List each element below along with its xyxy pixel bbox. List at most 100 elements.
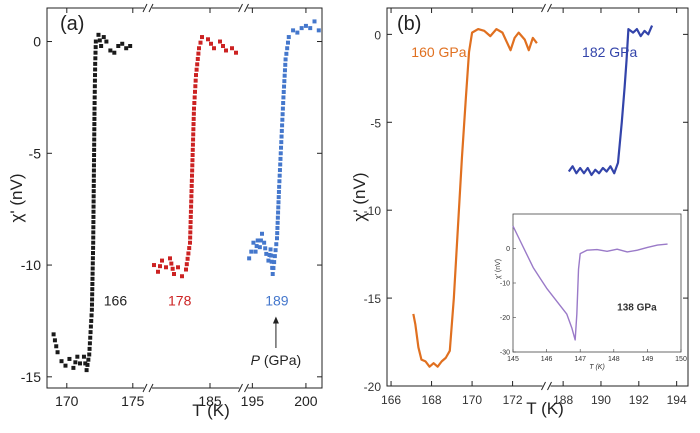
data-point-fill <box>90 281 95 286</box>
inset-y-label: χ' (nV) <box>495 259 502 279</box>
data-point-fill <box>97 38 102 43</box>
axis-break-mark <box>244 3 249 13</box>
data-point <box>303 23 308 28</box>
data-point <box>251 240 256 245</box>
inset-x-tick-label: 147 <box>574 356 586 363</box>
data-point-fill <box>92 78 97 83</box>
y-tick-label: 0 <box>33 34 41 50</box>
data-point-fill <box>91 189 96 194</box>
y-tick-label: -20 <box>364 380 382 394</box>
data-point-fill <box>192 101 197 105</box>
data-point-fill <box>190 163 195 168</box>
data-point-fill <box>90 251 95 256</box>
data-point-fill <box>196 51 201 56</box>
axis-break-mark <box>148 383 154 393</box>
x-tick-label: 194 <box>667 393 687 407</box>
data-point-fill <box>89 318 94 323</box>
data-point-fill <box>92 127 97 132</box>
data-point-fill <box>52 338 57 343</box>
data-point <box>257 245 262 250</box>
data-point <box>75 354 80 359</box>
data-point-fill <box>281 101 286 105</box>
data-point <box>316 28 321 33</box>
data-point-fill <box>189 194 194 199</box>
data-point <box>51 332 56 337</box>
data-point-fill <box>90 256 95 261</box>
data-point <box>101 35 106 40</box>
data-point-fill <box>191 132 196 137</box>
data-point <box>266 258 271 263</box>
axis-break-mark <box>547 3 552 13</box>
data-point-fill <box>90 276 95 281</box>
y-tick-label: -10 <box>364 204 382 218</box>
inset-x-tick-label: 146 <box>541 356 553 363</box>
data-point-fill <box>190 168 195 173</box>
data-point-fill <box>90 287 95 292</box>
data-point-fill <box>91 230 96 235</box>
pressure-label: P (GPa) <box>251 352 302 368</box>
data-point-fill <box>91 209 96 214</box>
data-point-fill <box>185 256 190 261</box>
data-point-fill <box>91 199 96 204</box>
data-point-fill <box>188 214 193 219</box>
x-tick-label: 185 <box>198 393 222 409</box>
data-point-fill <box>189 199 194 204</box>
data-point <box>63 363 68 368</box>
data-point-fill <box>278 162 283 167</box>
series-160-gpa <box>412 27 538 368</box>
data-point-fill <box>269 253 274 258</box>
data-point <box>200 35 204 40</box>
x-axis-label: T (K) <box>526 399 563 418</box>
data-point-fill <box>221 44 225 48</box>
data-point-fill <box>275 220 280 225</box>
data-point-fill <box>279 134 284 139</box>
data-point <box>272 254 277 259</box>
data-point-fill <box>277 179 282 184</box>
data-point-fill <box>188 225 193 230</box>
data-point-fill <box>91 220 96 225</box>
data-point-fill <box>283 62 288 67</box>
data-point-fill <box>188 209 193 214</box>
data-point-fill <box>91 214 96 219</box>
data-point <box>168 256 172 261</box>
data-point-fill <box>275 225 280 230</box>
panel-label: (a) <box>60 13 84 35</box>
x-tick-label: 195 <box>241 393 265 409</box>
data-point-fill <box>87 346 92 351</box>
data-point-fill <box>92 111 97 116</box>
axis-break-mark <box>238 3 243 13</box>
data-point <box>212 46 216 51</box>
x-tick-label: 170 <box>55 393 79 409</box>
data-point <box>312 19 317 24</box>
axis-break-gap <box>542 381 551 391</box>
axis-break-mark <box>541 381 546 391</box>
data-point-fill <box>271 266 276 271</box>
data-point-fill <box>189 178 194 183</box>
data-point-fill <box>191 122 196 127</box>
axis-break-mark <box>238 383 243 393</box>
data-point <box>104 39 109 44</box>
data-point-fill <box>190 142 195 147</box>
data-point-fill <box>188 235 193 240</box>
y-axis-label: χ' (nV) <box>350 172 369 221</box>
data-point-fill <box>92 95 97 100</box>
data-point-fill <box>92 101 97 105</box>
data-point-fill <box>93 45 98 50</box>
data-point <box>260 231 264 236</box>
data-point-fill <box>91 194 96 199</box>
data-point <box>255 238 260 243</box>
data-point <box>116 44 121 48</box>
data-point-fill <box>92 158 97 163</box>
data-point-fill <box>282 79 287 84</box>
data-point-fill <box>277 168 282 173</box>
inset-x-tick-label: 145 <box>507 356 519 363</box>
data-point-fill <box>190 158 195 163</box>
data-point-fill <box>85 362 90 367</box>
data-point <box>299 26 304 31</box>
data-point-fill <box>93 50 98 55</box>
series-166 <box>51 32 133 373</box>
data-point-fill <box>92 116 97 121</box>
data-point-fill <box>282 68 287 73</box>
data-point-fill <box>189 204 194 209</box>
arrow-head <box>272 316 279 324</box>
